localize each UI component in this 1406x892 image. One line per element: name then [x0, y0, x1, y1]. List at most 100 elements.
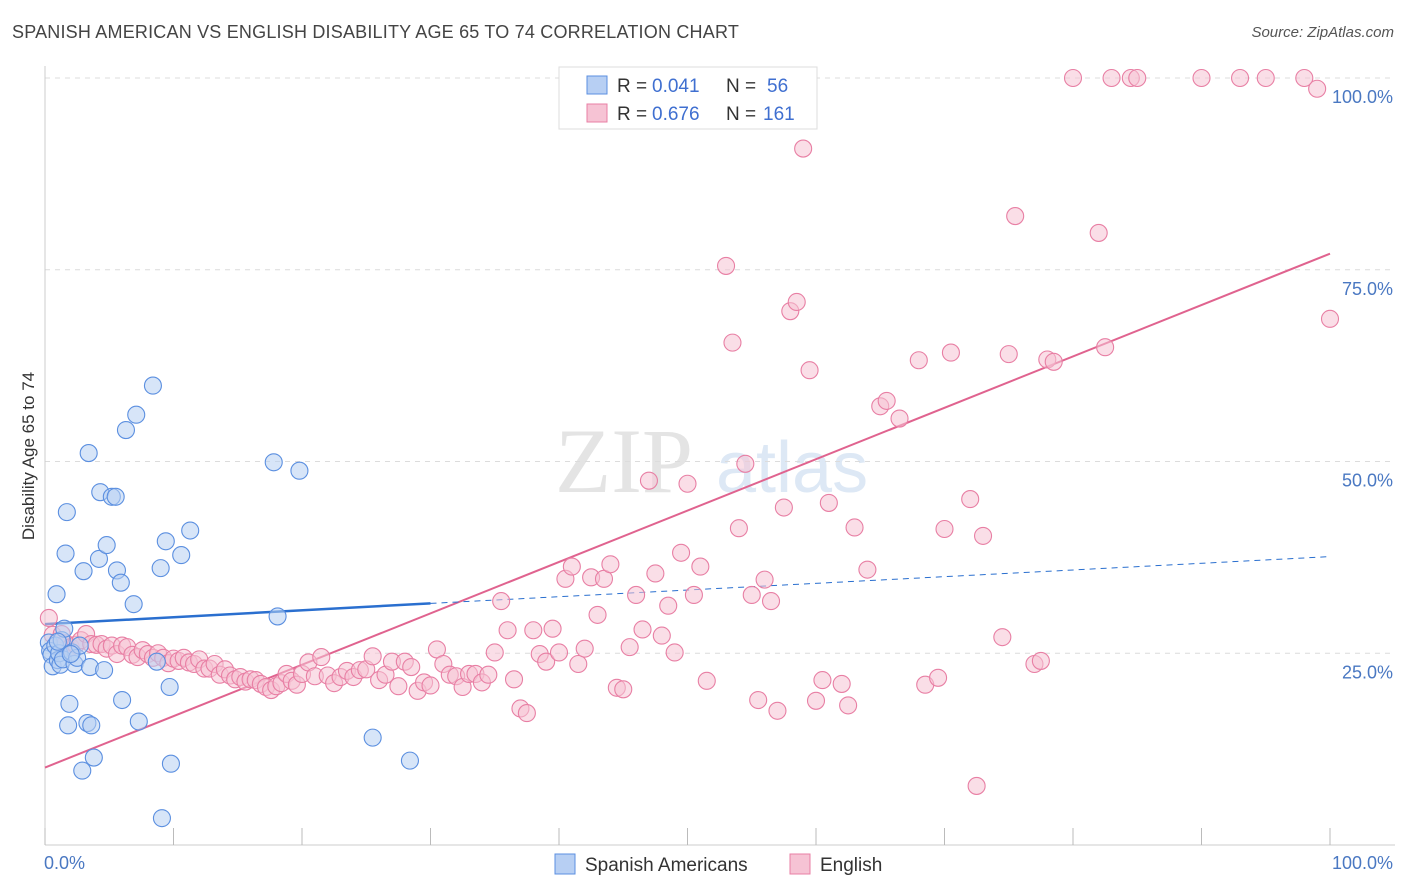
- spanish-american-point: [74, 562, 93, 581]
- spanish-american-point: [151, 559, 170, 578]
- english-point: [1063, 68, 1083, 88]
- english-point: [967, 776, 986, 795]
- spanish-american-point: [268, 607, 287, 626]
- y-tick-label: 25.0%: [1342, 662, 1393, 682]
- spanish-american-point: [106, 487, 125, 506]
- english-point: [569, 654, 588, 674]
- english-point: [806, 691, 826, 710]
- legend-swatch-blue: [586, 75, 608, 95]
- english-point: [601, 555, 620, 574]
- english-point: [742, 585, 761, 605]
- spanish-american-point: [147, 652, 166, 671]
- english-point: [1192, 68, 1211, 88]
- legend-n-label: N =: [726, 104, 756, 125]
- spanish-american-point: [113, 690, 132, 710]
- english-point: [1308, 79, 1327, 98]
- english-point: [312, 648, 331, 667]
- english-point: [672, 543, 691, 562]
- english-point: [537, 652, 556, 671]
- english-point: [588, 605, 607, 624]
- axes: [44, 66, 1395, 846]
- english-point: [498, 621, 517, 640]
- spanish-american-point: [47, 585, 66, 604]
- english-point: [646, 564, 665, 583]
- english-point: [961, 490, 980, 509]
- y-tick-label: 100.0%: [1332, 87, 1393, 107]
- english-point: [421, 676, 440, 695]
- spanish-american-point: [79, 444, 98, 463]
- english-point: [389, 677, 408, 696]
- english-point: [729, 519, 748, 538]
- chart-source: Source: ZipAtlas.com: [1251, 24, 1394, 41]
- english-point: [723, 333, 742, 352]
- english-point: [736, 454, 755, 473]
- english-point: [877, 391, 896, 410]
- english-point: [973, 526, 993, 545]
- spanish-american-point: [363, 728, 382, 747]
- spanish-american-point: [143, 376, 162, 395]
- english-point: [620, 638, 639, 657]
- y-tick-label: 50.0%: [1342, 471, 1393, 491]
- english-point: [993, 628, 1012, 647]
- english-points: [39, 68, 1340, 795]
- english-point: [691, 557, 710, 576]
- english-point: [697, 671, 716, 690]
- spanish-american-trend-line: [44, 602, 431, 626]
- english-point: [543, 619, 562, 638]
- spanish-american-point: [290, 461, 309, 480]
- spanish-american-point: [84, 748, 103, 767]
- spanish-american-point: [400, 751, 419, 770]
- english-point: [633, 620, 652, 639]
- english-point: [684, 585, 703, 605]
- english-point: [768, 701, 787, 720]
- english-point: [1320, 309, 1340, 328]
- english-point: [402, 658, 421, 677]
- trend-lines: [44, 252, 1331, 769]
- english-point: [813, 671, 832, 690]
- english-point: [839, 696, 858, 715]
- spanish-american-point: [89, 549, 109, 568]
- english-point: [755, 570, 774, 589]
- spanish-american-point: [172, 546, 191, 565]
- spanish-american-point: [181, 521, 200, 540]
- spanish-american-point: [152, 809, 171, 828]
- english-point: [492, 592, 511, 611]
- spanish-american-point: [116, 421, 136, 440]
- english-point: [1044, 352, 1063, 371]
- english-point: [562, 557, 581, 576]
- spanish-american-point: [56, 544, 75, 563]
- english-point: [761, 592, 781, 611]
- english-point: [479, 665, 498, 684]
- english-point: [575, 639, 594, 658]
- english-point: [1006, 207, 1025, 226]
- y-axis-label: Disability Age 65 to 74: [19, 372, 38, 540]
- spanish-american-point: [82, 716, 101, 735]
- spanish-american-point: [156, 532, 175, 551]
- legend-swatch-pink: [586, 103, 608, 123]
- series-legend: Spanish Americans English: [554, 853, 882, 876]
- spanish-american-point: [129, 712, 148, 731]
- chart-title: SPANISH AMERICAN VS ENGLISH DISABILITY A…: [12, 22, 740, 42]
- gridlines: [45, 77, 1395, 654]
- english-point: [845, 518, 864, 537]
- english-point: [1128, 68, 1147, 88]
- y-tick-label: 75.0%: [1342, 279, 1393, 299]
- english-trend-line: [44, 252, 1331, 769]
- english-point: [1102, 68, 1121, 88]
- english-point: [678, 474, 697, 493]
- english-point: [1096, 338, 1115, 357]
- english-point: [524, 621, 543, 640]
- legend-label-english: English: [820, 855, 882, 876]
- english-point: [485, 643, 504, 662]
- legend-swatch-english: [789, 853, 811, 875]
- english-point: [614, 680, 633, 699]
- spanish-american-point: [97, 536, 116, 555]
- english-point: [1295, 68, 1314, 88]
- legend-n-label: N =: [726, 76, 756, 97]
- english-point: [787, 292, 806, 312]
- english-point: [858, 560, 877, 579]
- english-point: [363, 647, 382, 666]
- english-point: [627, 585, 646, 605]
- english-point: [832, 674, 851, 693]
- english-point: [639, 471, 659, 490]
